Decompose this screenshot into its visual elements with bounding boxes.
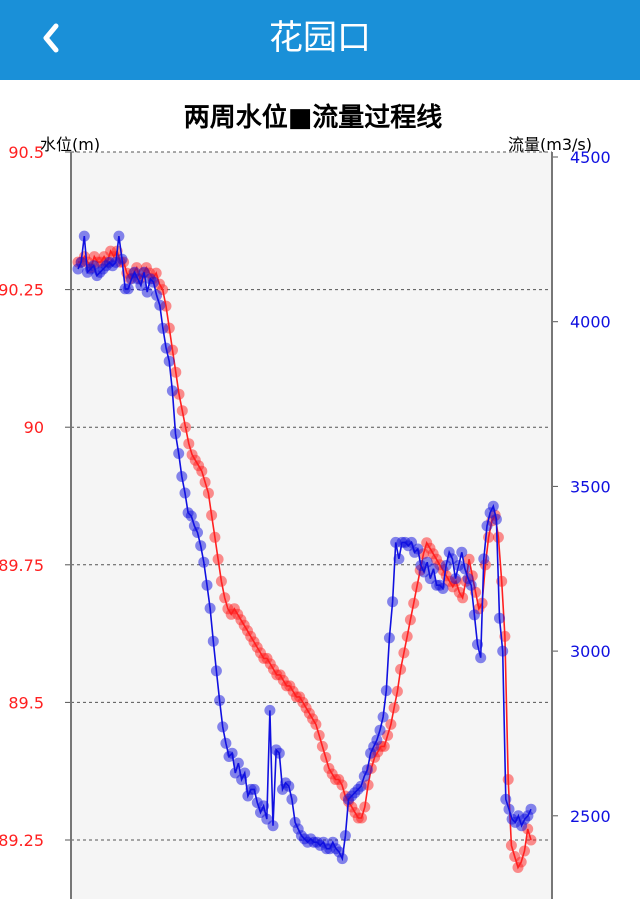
y-left-tick-label: 89.25 [0, 831, 44, 850]
y-right-tick-label: 3000 [570, 642, 611, 661]
app-header: 花园口 [0, 0, 640, 80]
flow-series [72, 230, 537, 865]
y-right-tick-label: 2500 [570, 807, 611, 826]
y-left-tick-label: 89.75 [0, 556, 44, 575]
page-title: 花园口 [269, 18, 371, 58]
y-left-tick-label: 90 [24, 418, 44, 437]
y-left-axis-label: 水位(m) [40, 135, 100, 154]
y-right-tick-label: 4000 [570, 313, 611, 332]
y-left-tick-label: 90.25 [0, 281, 44, 300]
y-left-tick-label: 89.5 [8, 693, 44, 712]
chart-title: 两周水位■流量过程线 [184, 102, 443, 133]
y-right-axis-label: 流量(m3/s) [508, 135, 592, 154]
chevron-left-icon [43, 23, 59, 53]
y-right-tick-label: 3500 [570, 477, 611, 496]
y-right-tick-label: 4500 [570, 148, 611, 167]
flow-line [77, 235, 532, 862]
back-button[interactable] [28, 12, 84, 68]
y-left-tick-label: 90.5 [8, 143, 44, 162]
